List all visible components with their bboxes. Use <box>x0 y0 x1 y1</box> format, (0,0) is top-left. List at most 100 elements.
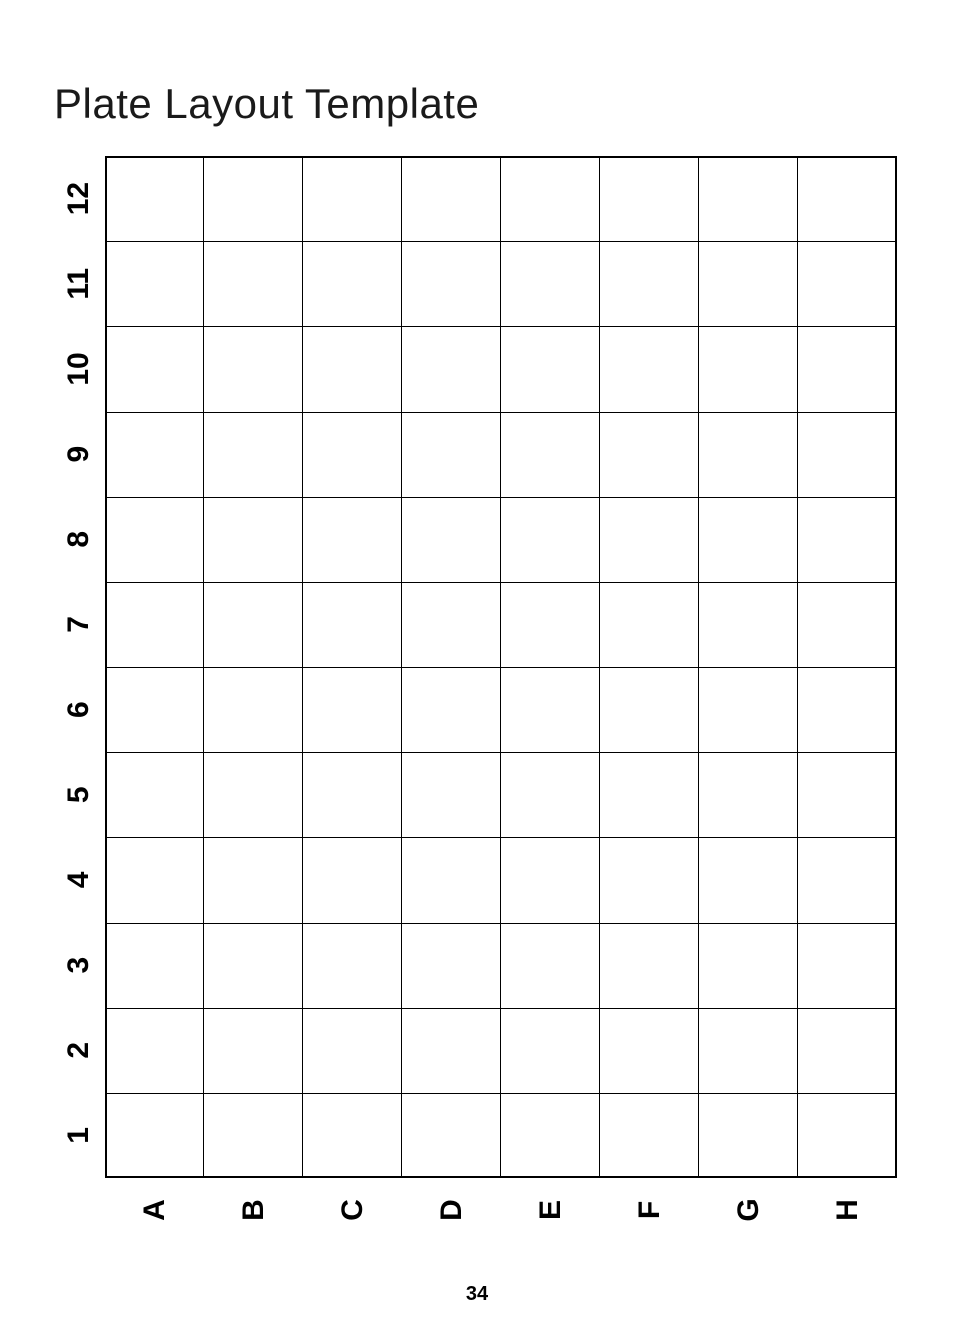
plate-cell <box>501 667 600 752</box>
plate-cell <box>699 326 798 411</box>
plate-cell <box>600 1008 699 1093</box>
row-label: E <box>501 1178 600 1236</box>
column-label: 8 <box>57 497 105 582</box>
plate-cell <box>204 837 303 922</box>
plate-cell <box>204 1093 303 1178</box>
plate-cell <box>699 497 798 582</box>
plate-cell <box>600 241 699 326</box>
plate-cell <box>798 241 897 326</box>
plate-cell <box>303 156 402 241</box>
plate-cell <box>105 837 204 922</box>
row-label: C <box>303 1178 402 1236</box>
plate-cell <box>402 1093 501 1178</box>
column-label: 5 <box>57 752 105 837</box>
plate-cell <box>303 241 402 326</box>
plate-cell <box>402 837 501 922</box>
plate-cell <box>600 923 699 1008</box>
plate-cell <box>204 582 303 667</box>
row-label: F <box>600 1178 699 1236</box>
plate-cell <box>501 752 600 837</box>
plate-cell <box>798 923 897 1008</box>
row-label: A <box>105 1178 204 1236</box>
plate-cell <box>501 923 600 1008</box>
plate-cell <box>402 1008 501 1093</box>
plate-frame: 123456789101112ABCDEFGH <box>57 156 897 1236</box>
plate-cell <box>105 1093 204 1178</box>
plate-cell <box>303 837 402 922</box>
column-label: 4 <box>57 837 105 922</box>
plate-cell <box>105 326 204 411</box>
column-label: 7 <box>57 582 105 667</box>
plate-cell <box>402 752 501 837</box>
plate-cell <box>204 156 303 241</box>
plate-cell <box>204 667 303 752</box>
column-label: 1 <box>57 1093 105 1178</box>
plate-cell <box>501 1008 600 1093</box>
plate-cell <box>303 923 402 1008</box>
plate-cell <box>798 1008 897 1093</box>
plate-cell <box>699 156 798 241</box>
plate-cell <box>798 326 897 411</box>
plate-cell <box>699 582 798 667</box>
plate-cell <box>402 241 501 326</box>
column-label: 12 <box>57 156 105 241</box>
plate-cell <box>402 667 501 752</box>
plate-cell <box>699 667 798 752</box>
plate-cell <box>105 923 204 1008</box>
plate-cell <box>501 412 600 497</box>
plate-cell <box>105 667 204 752</box>
plate-cell <box>600 412 699 497</box>
plate-cell <box>600 497 699 582</box>
plate-cell <box>699 1093 798 1178</box>
plate-cell <box>402 923 501 1008</box>
plate-cell <box>303 326 402 411</box>
plate-cell <box>303 1008 402 1093</box>
plate-cell <box>600 582 699 667</box>
plate-cell <box>798 412 897 497</box>
plate-cell <box>798 582 897 667</box>
row-label: H <box>798 1178 897 1236</box>
plate-cell <box>699 241 798 326</box>
plate-cell <box>798 156 897 241</box>
plate-cell <box>798 837 897 922</box>
plate-cell <box>105 412 204 497</box>
plate-cell <box>501 837 600 922</box>
plate-cell <box>204 1008 303 1093</box>
plate-cell <box>105 752 204 837</box>
plate-cell <box>303 412 402 497</box>
plate-cell <box>600 667 699 752</box>
plate-cell <box>204 497 303 582</box>
plate-cell <box>402 412 501 497</box>
page-number: 34 <box>0 1283 954 1306</box>
plate-cell <box>501 497 600 582</box>
row-label: B <box>204 1178 303 1236</box>
plate-cell <box>699 837 798 922</box>
plate-cell <box>105 1008 204 1093</box>
plate-cell <box>303 582 402 667</box>
plate-cell <box>501 1093 600 1178</box>
plate-cell <box>600 326 699 411</box>
plate-cell <box>798 752 897 837</box>
page-title: Plate Layout Template <box>54 80 904 128</box>
plate-cell <box>303 752 402 837</box>
plate-cell <box>303 497 402 582</box>
plate-cell <box>402 582 501 667</box>
page-container: Plate Layout Template 123456789101112ABC… <box>0 0 954 1336</box>
column-label: 2 <box>57 1008 105 1093</box>
plate-cell <box>600 752 699 837</box>
plate-cell <box>303 667 402 752</box>
plate-cell <box>501 156 600 241</box>
plate-cell <box>402 156 501 241</box>
plate-rotator: 123456789101112ABCDEFGH <box>57 156 897 1236</box>
plate-cell <box>699 1008 798 1093</box>
plate-grid: 123456789101112ABCDEFGH <box>57 156 897 1236</box>
plate-cell <box>501 582 600 667</box>
plate-cell <box>600 156 699 241</box>
grid-corner <box>57 1178 105 1236</box>
plate-cell <box>798 497 897 582</box>
plate-cell <box>105 241 204 326</box>
plate-cell <box>600 1093 699 1178</box>
plate-cell <box>204 923 303 1008</box>
plate-cell <box>600 837 699 922</box>
plate-cell <box>303 1093 402 1178</box>
